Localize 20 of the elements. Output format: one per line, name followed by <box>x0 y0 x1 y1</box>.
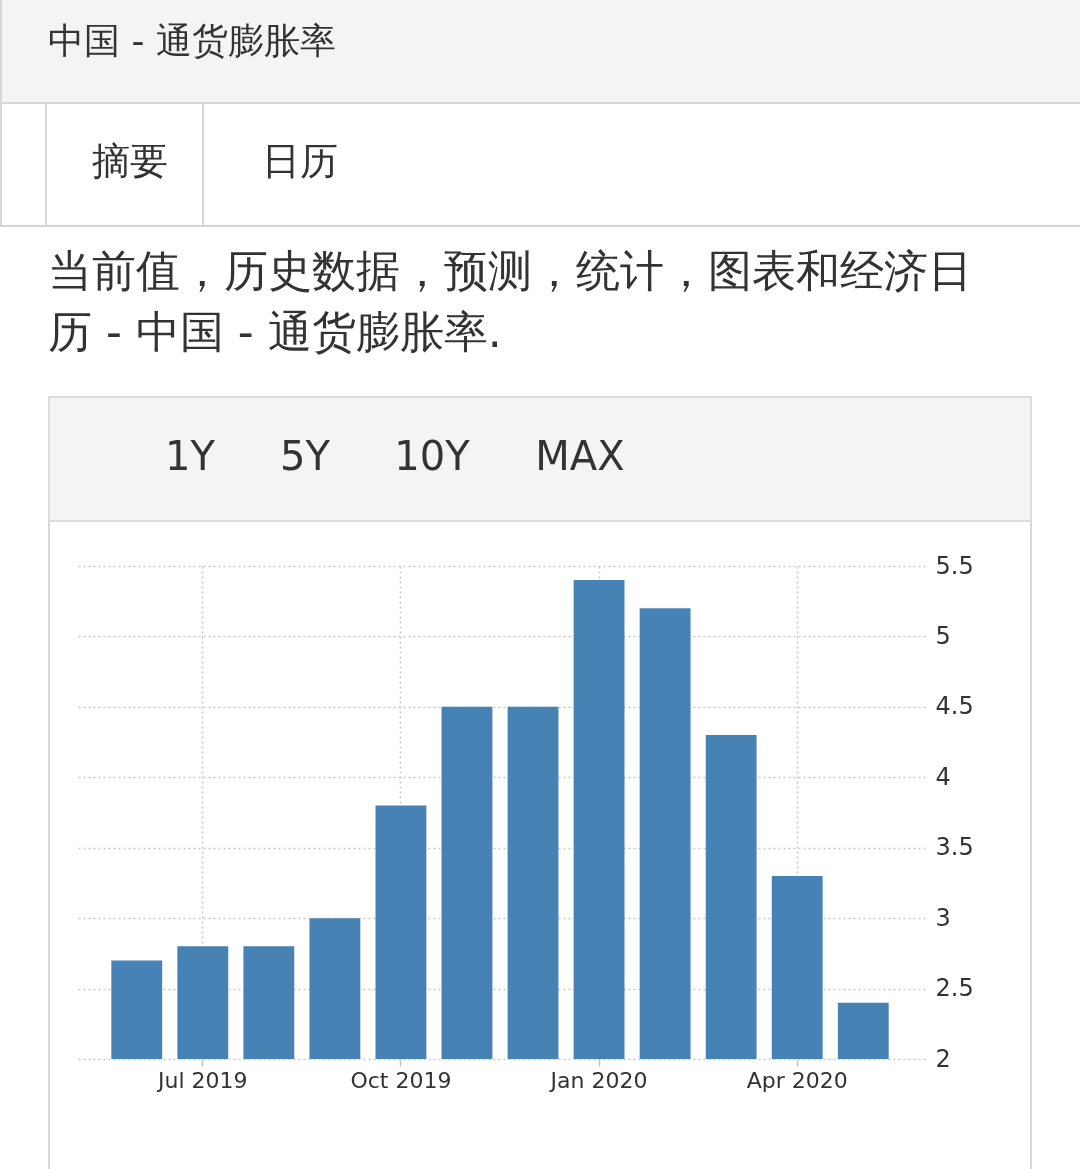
text: 10Y <box>394 433 471 479</box>
y-tick-label: 2.5 <box>935 974 974 1003</box>
text: 摘要 <box>92 139 168 183</box>
y-tick-label: 3.5 <box>935 833 974 862</box>
x-tick-label: Oct 2019 <box>350 1067 452 1093</box>
y-tick-label: 4 <box>935 762 951 791</box>
text: 5Y <box>280 433 331 479</box>
y-tick-label: 2 <box>935 1044 951 1073</box>
text: MAX <box>535 433 625 479</box>
text: 日历 <box>262 139 338 183</box>
x-tick-label: Jul 2019 <box>156 1067 248 1093</box>
chart-subtitle: 当前值，历史数据，预测，统计，图表和经济日历 - 中国 - 通货膨胀率. <box>48 245 972 357</box>
y-tick-label: 3 <box>935 903 951 932</box>
x-tick-label: Jan 2020 <box>548 1067 648 1093</box>
y-tick-label: 5 <box>935 621 951 650</box>
y-tick-label: 4.5 <box>935 692 974 721</box>
x-tick-label: Apr 2020 <box>746 1067 848 1093</box>
text: 1Y <box>165 433 216 479</box>
y-tick-label: 5.5 <box>935 551 974 580</box>
chart-title: 中国 - 通货膨胀率 <box>48 20 336 61</box>
